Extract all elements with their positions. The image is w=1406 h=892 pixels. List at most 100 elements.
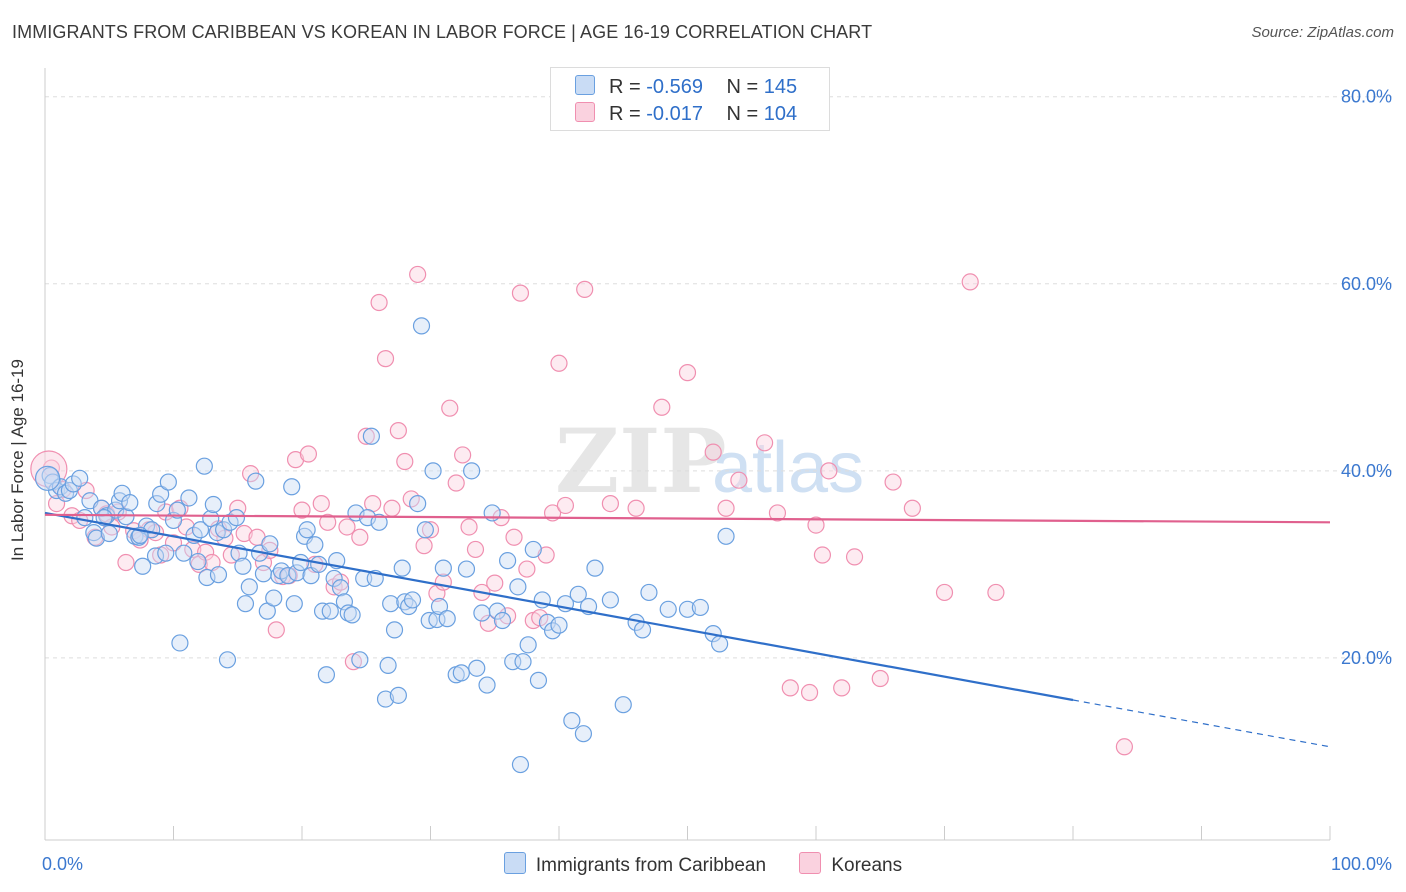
caribbean-points [34,317,735,774]
r-value: -0.017 [646,103,703,125]
caribbean-point-127 [569,585,587,603]
korean-point-71 [505,528,523,546]
korean-point-84 [678,364,697,382]
legend-item-koreans: Koreans [799,852,902,877]
korean-point-73 [518,560,536,578]
caribbean-point-83 [362,427,380,445]
korean-point-65 [466,540,485,559]
korean-point-53 [389,422,407,440]
korean-point-83 [653,398,671,416]
caribbean-point-101 [430,597,449,616]
korean-point-45 [338,518,356,536]
korean-point-103 [781,679,799,697]
caribbean-trend-extension [1072,699,1331,748]
korean-point-42 [319,513,337,531]
caribbean-point-52 [247,472,265,490]
caribbean-point-73 [325,569,343,588]
caribbean-point-131 [601,591,620,609]
caribbean-point-137 [678,600,697,618]
korean-point-48 [357,427,375,445]
caribbean-trend-line [44,511,1074,702]
korean-point-97 [755,434,774,452]
r-label: R = [609,103,641,125]
caribbean-point-58 [270,567,288,585]
watermark-atlas: atlas [712,428,864,508]
korean-point-56 [409,265,427,284]
korean-point-96 [1115,738,1134,756]
korean-point-87 [807,516,825,534]
korean-point-79 [556,496,575,515]
koreans-legend-label: Koreans [831,855,903,876]
caribbean-point-28 [157,544,175,562]
caribbean-point-76 [335,593,354,611]
caribbean-point-105 [452,664,470,682]
x-tick-label-1: 100.0% [1331,854,1392,874]
caribbean-point-128 [574,725,593,743]
caribbean-point-106 [457,560,476,578]
korean-point-29 [235,524,253,543]
watermark: ZIP atlas [555,409,864,513]
korean-point-72 [511,284,530,302]
caribbean-point-112 [488,602,506,620]
korean-point-82 [627,499,645,517]
caribbean-point-126 [563,711,581,730]
korean-point-89 [833,679,851,697]
caribbean-point-49 [234,557,252,575]
caribbean-point-62 [285,595,303,613]
caribbean-point-8 [76,509,94,527]
caribbean-point-7 [71,469,89,487]
stats-legend: R = -0.569 N = 145 R = -0.017 N = 104 [550,67,830,131]
trend-lines [44,511,1331,748]
caribbean-point-63 [288,564,306,582]
caribbean-point-134 [633,621,652,639]
series-legend: Immigrants from Caribbean Koreans [0,852,1406,877]
legend-row-koreans: R = -0.017 N = 104 [575,102,797,126]
caribbean-point-75 [331,579,350,597]
caribbean-point-120 [529,671,548,689]
korean-point-70 [499,607,517,625]
caribbean-point-110 [478,676,496,694]
caribbean-point-142 [511,755,530,774]
caribbean-point-140 [711,635,729,653]
x-tick-label-0: 0.0% [42,854,83,874]
korean-point-86 [800,683,819,702]
y-tick-label-1: 40.0% [1341,461,1392,481]
caribbean-point-54 [254,565,273,583]
korean-point-61 [441,399,459,417]
watermark-zip: ZIP [555,409,727,513]
tick-labels: 20.0% 40.0% 60.0% 80.0% 0.0% 100.0% [42,87,1392,874]
caribbean-point-41 [204,495,222,514]
caribbean-point-89 [385,621,404,639]
caribbean-point-103 [438,610,456,628]
caribbean-point-94 [403,591,422,609]
korean-point-100 [768,504,787,522]
caribbean-point-43 [209,566,228,584]
korean-point-34 [267,621,285,639]
caribbean-point-31 [168,501,186,519]
caribbean-point-141 [717,527,735,545]
caribbean-point-130 [586,559,604,577]
korean-point-93 [935,583,954,602]
caribbean-point-25 [146,547,165,565]
caribbean-point-56 [261,535,279,553]
caribbean-point-85 [370,513,388,531]
korean-point-99 [730,471,748,489]
caribbean-point-71 [317,666,336,684]
caribbean-point-45 [218,651,237,669]
caribbean-point-27 [152,485,170,503]
korean-point-64 [460,518,478,536]
caribbean-point-33 [175,544,193,562]
caribbean-point-36 [189,552,207,571]
n-value: 145 [763,76,798,98]
caribbean-point-19 [121,494,139,512]
caribbean-point-136 [659,600,677,618]
y-axis-label: In Labor Force | Age 16-19 [8,359,27,561]
korean-point-39 [299,445,318,463]
caribbean-point-99 [424,462,442,480]
caribbean-point-29 [159,473,177,491]
caribbean-point-32 [171,634,189,652]
caribbean-point-87 [379,656,397,675]
korean-point-63 [454,446,472,464]
caribbean-point-102 [434,559,452,577]
